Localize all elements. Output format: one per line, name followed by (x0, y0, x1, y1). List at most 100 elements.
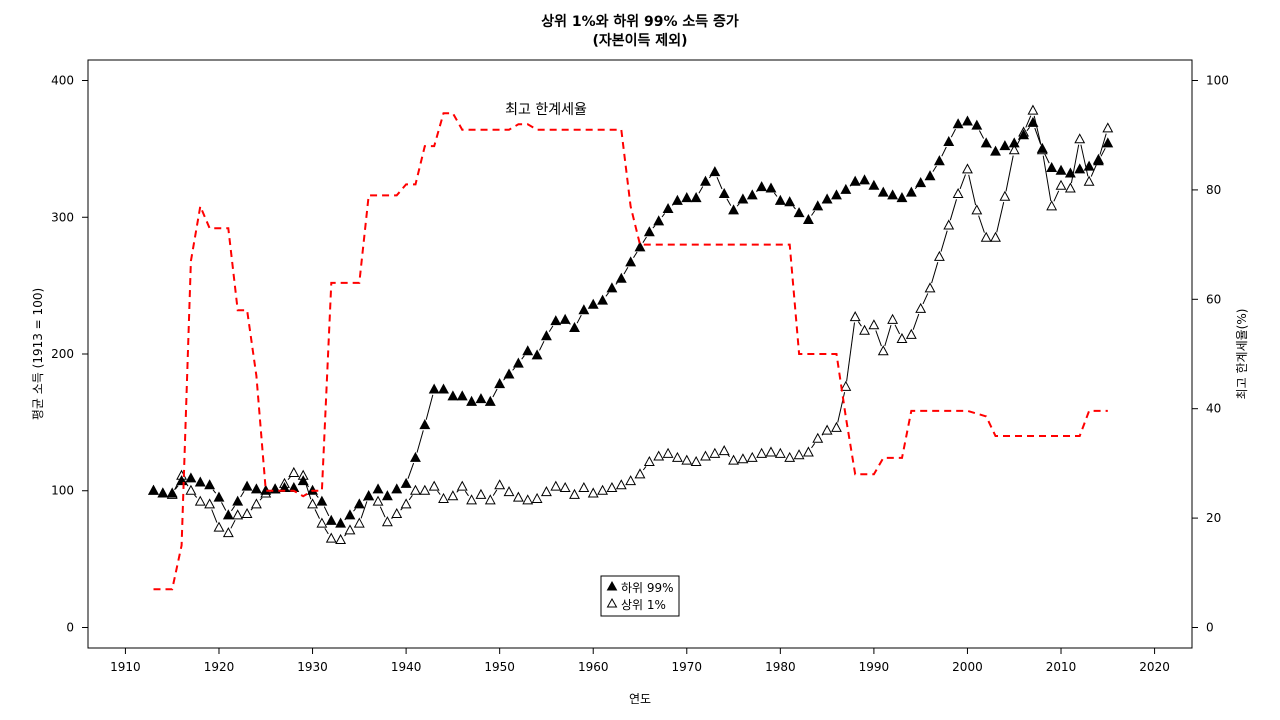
series-segment (773, 192, 778, 197)
series-segment (642, 466, 647, 471)
data-point-bottom-99 (793, 207, 805, 218)
data-point-bottom-99 (250, 483, 262, 494)
series-segment (726, 198, 732, 206)
data-point-top-1 (550, 480, 562, 491)
series-segment (416, 430, 424, 453)
series-segment (857, 321, 862, 327)
annotation-top-tax-rate: 최고 한계세율 (505, 102, 587, 118)
data-point-top-1 (484, 494, 496, 505)
data-point-top-1 (643, 455, 655, 467)
series-segment (661, 213, 666, 218)
data-point-top-1 (952, 187, 964, 199)
data-point-bottom-99 (428, 383, 440, 394)
x-tick-label: 1920 (204, 660, 235, 674)
data-point-bottom-99 (1102, 137, 1114, 148)
series-segment (379, 506, 386, 518)
data-point-top-1 (1093, 153, 1104, 164)
data-point-top-1 (494, 479, 506, 490)
data-point-bottom-99 (1055, 164, 1067, 175)
data-point-top-1 (905, 328, 917, 339)
series-segment (1005, 155, 1014, 192)
data-point-top-1 (503, 486, 515, 497)
x-tick-label: 1960 (578, 660, 609, 674)
x-tick-label: 1980 (765, 660, 796, 674)
series-segment (360, 501, 368, 519)
data-point-bottom-99 (802, 213, 814, 224)
data-point-bottom-99 (475, 393, 487, 404)
x-tick-label: 2010 (1046, 660, 1077, 674)
series-segment (344, 533, 347, 537)
series-segment (425, 394, 434, 420)
series-segment (941, 146, 947, 157)
data-point-top-1 (859, 324, 870, 335)
series-segment (240, 491, 245, 498)
data-point-bottom-99 (952, 118, 964, 129)
data-point-top-1 (943, 219, 955, 230)
data-point-bottom-99 (943, 135, 955, 147)
data-point-top-1 (1064, 182, 1076, 193)
series-segment (615, 282, 618, 285)
series-segment (716, 177, 723, 190)
data-point-bottom-99 (877, 186, 889, 197)
data-point-bottom-99 (774, 194, 786, 205)
series-segment (548, 325, 554, 332)
data-point-top-1 (1102, 122, 1114, 133)
data-point-top-1 (288, 466, 300, 477)
series-segment (642, 236, 647, 243)
data-point-top-1 (363, 490, 375, 501)
series-segment (894, 324, 901, 335)
data-point-bottom-99 (363, 490, 375, 501)
series-segment (503, 378, 506, 381)
series-segment (1053, 190, 1060, 202)
legend-box (600, 575, 680, 617)
data-point-top-1 (578, 481, 590, 493)
data-point-bottom-99 (1008, 137, 1020, 148)
data-point-bottom-99 (784, 196, 796, 207)
data-point-top-1 (868, 319, 880, 330)
data-point-top-1 (971, 204, 983, 215)
series-segment (1042, 155, 1052, 201)
series-segment (287, 476, 291, 481)
data-point-bottom-99 (634, 241, 646, 252)
data-point-top-1 (344, 524, 356, 535)
data-point-bottom-99 (484, 395, 496, 406)
series-segment (194, 494, 198, 498)
data-point-bottom-99 (587, 298, 599, 309)
data-point-top-1 (222, 527, 234, 538)
y-right-tick-label: 80 (1206, 183, 1221, 197)
data-point-bottom-99 (494, 378, 506, 389)
data-point-top-1 (456, 480, 468, 491)
chart-subtitle: (자본이득 제외) (593, 32, 688, 49)
data-point-top-1 (887, 313, 899, 324)
y-axis-right: 0 20 40 60 80 100 (1192, 74, 1229, 634)
x-axis: 1910 1920 1930 1940 1950 1960 1970 1980 1990 2000… (110, 648, 1170, 674)
series-segment (792, 206, 796, 210)
data-point-top-1 (615, 479, 627, 490)
x-tick-label: 1910 (110, 660, 141, 674)
data-point-top-1 (774, 447, 786, 458)
y-tick-label: 200 (51, 347, 74, 361)
data-point-top-1 (148, 484, 159, 495)
data-point-top-1 (933, 250, 945, 261)
data-point-top-1 (447, 490, 459, 501)
data-point-bottom-99 (709, 166, 721, 177)
data-point-top-1 (962, 163, 973, 174)
series-segment (315, 494, 319, 498)
series-segment (978, 130, 985, 139)
data-point-top-1 (297, 469, 309, 480)
data-point-bottom-99 (662, 203, 674, 214)
series-segment (1099, 133, 1107, 155)
data-point-top-1 (877, 345, 889, 356)
data-point-bottom-99 (325, 514, 337, 525)
data-point-top-1 (980, 231, 992, 242)
data-point-top-1 (400, 498, 412, 509)
data-point-top-1 (999, 190, 1011, 201)
data-point-bottom-99 (194, 476, 206, 487)
data-point-bottom-99 (653, 215, 665, 226)
series-segment (932, 165, 937, 172)
data-point-top-1 (531, 492, 543, 503)
data-point-top-1 (690, 455, 702, 467)
data-point-top-1 (466, 494, 478, 505)
data-point-top-1 (512, 491, 524, 502)
